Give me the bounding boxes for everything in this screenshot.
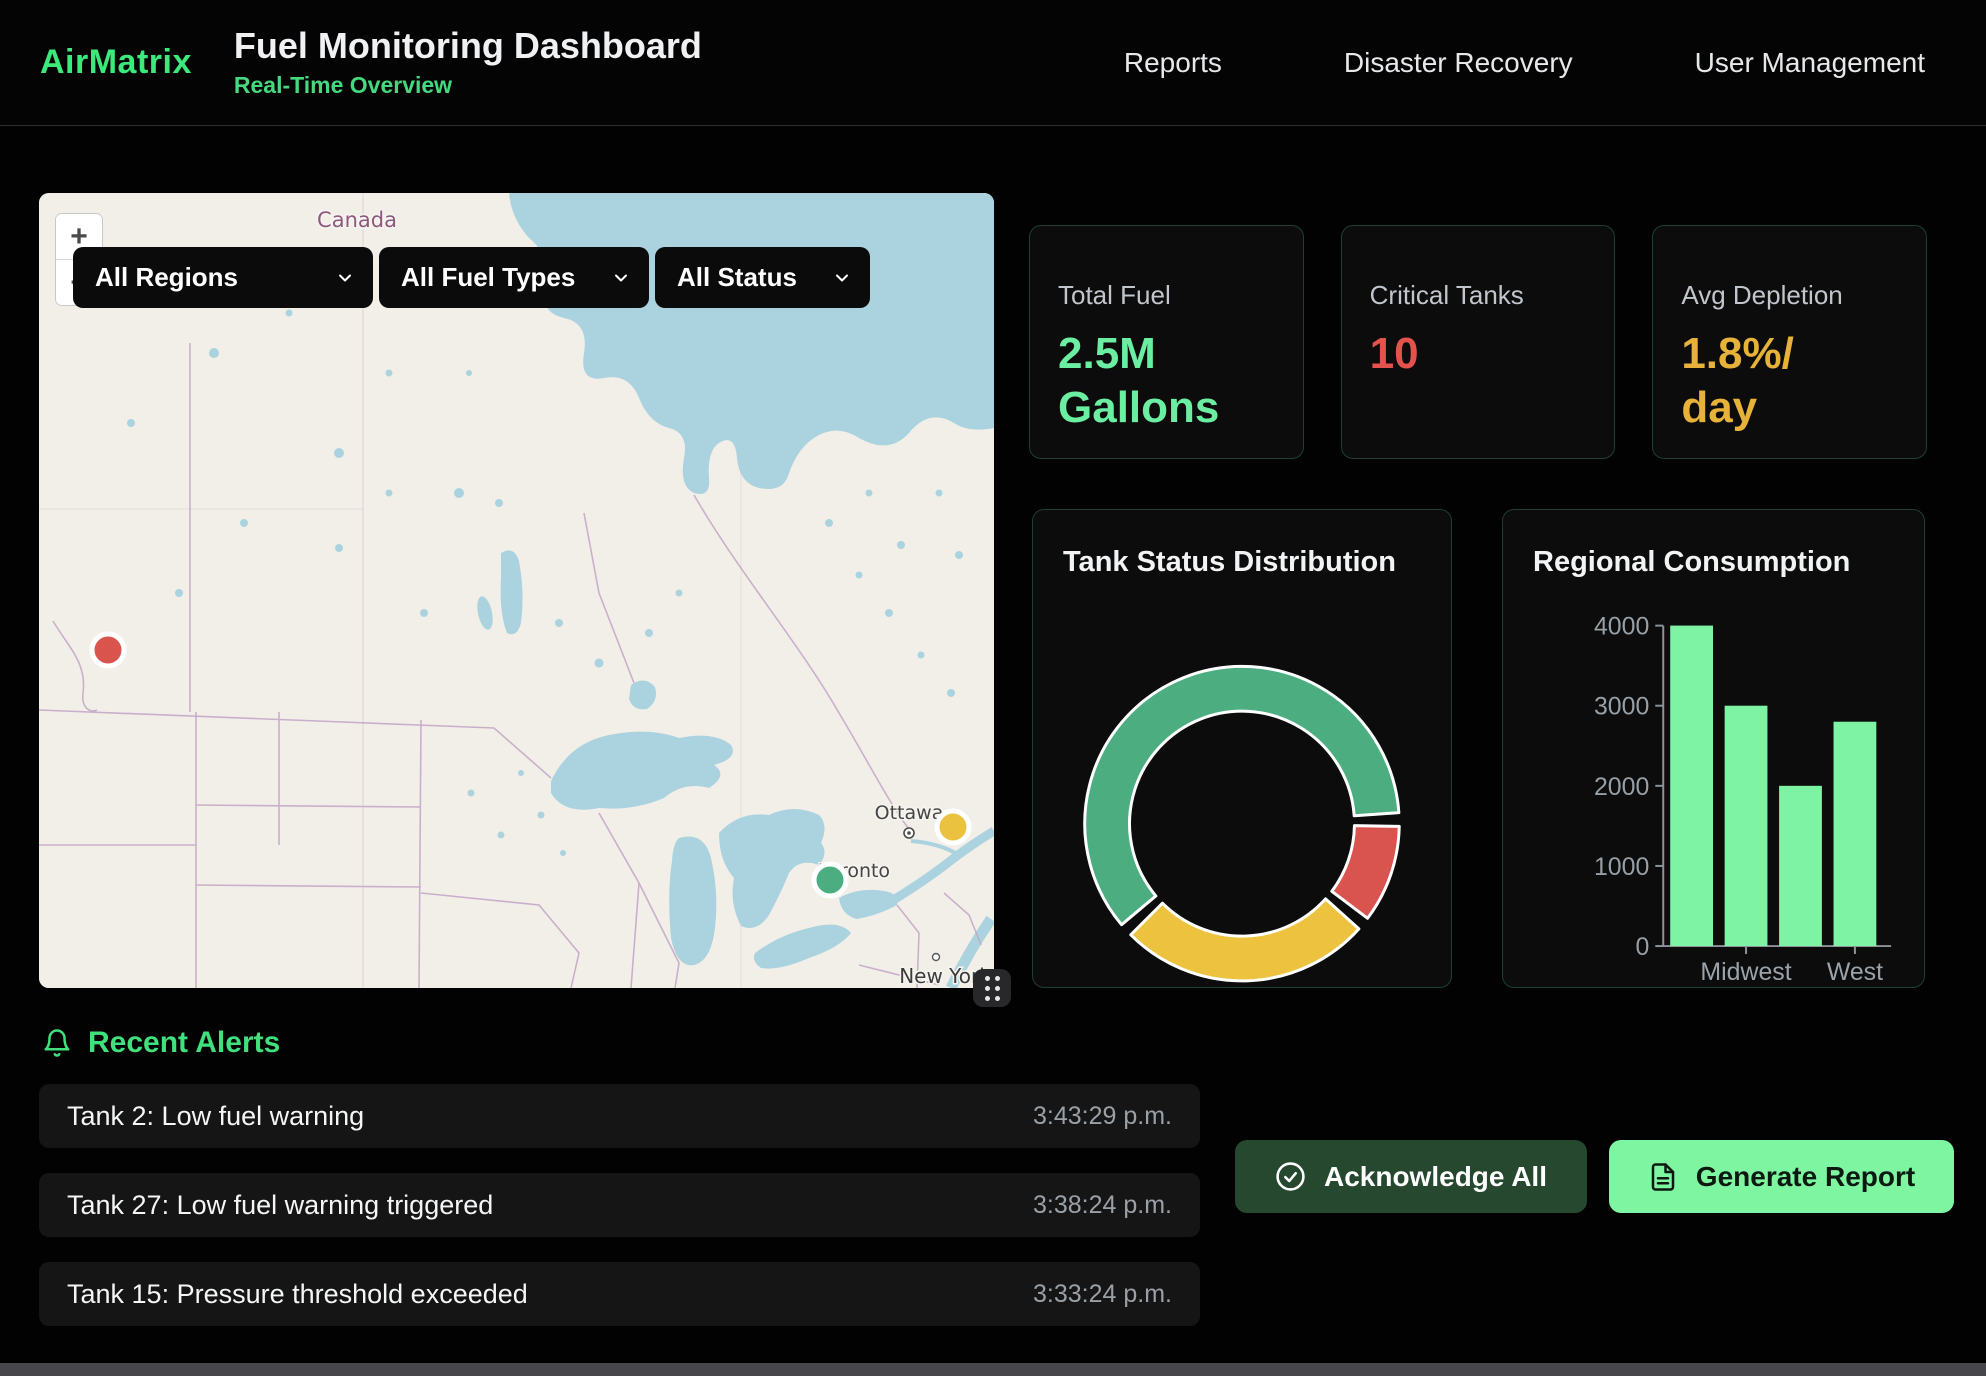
tank-marker-critical[interactable]	[92, 634, 124, 666]
tank-status-panel: Tank Status Distribution	[1032, 509, 1452, 988]
stat-label: Avg Depletion	[1681, 280, 1898, 311]
resize-grip-icon[interactable]	[973, 969, 1011, 1007]
bell-icon	[42, 1028, 72, 1058]
document-icon	[1648, 1162, 1678, 1192]
stat-value: 1.8%/ day	[1681, 327, 1898, 434]
regional-consumption-bar-chart: 0 1000 2000 3000 4000 Midwest West	[1503, 510, 1924, 987]
horizontal-scrollbar[interactable]	[0, 1363, 1986, 1376]
nav-item-reports[interactable]: Reports	[1124, 47, 1222, 79]
map-filters: All Regions All Fuel Types All Status	[73, 247, 870, 308]
header: AirMatrix Fuel Monitoring Dashboard Real…	[0, 0, 1986, 126]
alert-message: Tank 2: Low fuel warning	[67, 1101, 364, 1132]
stat-card-avg-depletion: Avg Depletion 1.8%/ day	[1652, 225, 1927, 459]
donut-segment-warning	[1131, 899, 1359, 981]
y-tick-label: 1000	[1594, 853, 1649, 881]
page-title: Fuel Monitoring Dashboard	[234, 26, 702, 66]
x-tick-label: Midwest	[1700, 958, 1791, 986]
x-tick-label: West	[1827, 958, 1883, 986]
alert-time: 3:43:29 p.m.	[1033, 1102, 1172, 1131]
chevron-down-icon	[611, 268, 631, 288]
tank-marker-normal[interactable]	[814, 864, 846, 896]
alert-row[interactable]: Tank 15: Pressure threshold exceeded 3:33…	[39, 1262, 1200, 1326]
alert-time: 3:38:24 p.m.	[1033, 1191, 1172, 1220]
tank-status-donut-chart	[1033, 510, 1451, 987]
map-label-canada: Canada	[317, 208, 397, 232]
stat-card-total-fuel: Total Fuel 2.5M Gallons	[1029, 225, 1304, 459]
y-tick-label: 4000	[1594, 613, 1649, 641]
title-block: Fuel Monitoring Dashboard Real-Time Over…	[234, 26, 702, 99]
tank-marker-warning[interactable]	[937, 811, 969, 843]
alert-message: Tank 27: Low fuel warning triggered	[67, 1190, 493, 1221]
y-tick-label: 2000	[1594, 773, 1649, 801]
generate-report-label: Generate Report	[1696, 1161, 1915, 1193]
alert-row[interactable]: Tank 2: Low fuel warning 3:43:29 p.m.	[39, 1084, 1200, 1148]
stat-card-critical-tanks: Critical Tanks 10	[1341, 225, 1616, 459]
bar-1	[1725, 706, 1768, 946]
main-nav: Reports Disaster Recovery User Management	[1124, 47, 1925, 79]
fuel-monitoring-dashboard: AirMatrix Fuel Monitoring Dashboard Real…	[0, 0, 1986, 1376]
brand-logo: AirMatrix	[40, 43, 192, 82]
bar-0	[1670, 626, 1713, 946]
stat-label: Critical Tanks	[1370, 280, 1587, 311]
alerts-title: Recent Alerts	[88, 1026, 280, 1060]
alert-message: Tank 15: Pressure threshold exceeded	[67, 1279, 528, 1310]
y-tick-label: 0	[1635, 933, 1649, 961]
stat-cards: Total Fuel 2.5M Gallons Critical Tanks 10 Av…	[1029, 225, 1927, 459]
alert-list: Tank 2: Low fuel warning3:43:29 p.m.Tank…	[39, 1084, 1200, 1326]
alerts-header: Recent Alerts	[42, 1026, 280, 1060]
filter-all-regions[interactable]: All Regions	[73, 247, 373, 308]
check-circle-icon	[1275, 1161, 1306, 1192]
generate-report-button[interactable]: Generate Report	[1609, 1140, 1954, 1213]
bar-3	[1834, 722, 1877, 946]
regional-consumption-panel: Regional Consumption 0 1000 2000 3000 4000 Mi…	[1502, 509, 1925, 988]
stat-value: 2.5M Gallons	[1058, 327, 1275, 434]
filter-value: All Fuel Types	[401, 262, 575, 293]
nav-item-user-management[interactable]: User Management	[1695, 47, 1925, 79]
stat-label: Total Fuel	[1058, 280, 1275, 311]
map-art: Canada Ottawa Toronto New York	[39, 193, 994, 988]
donut-chart-title: Tank Status Distribution	[1063, 546, 1396, 579]
y-tick-label: 3000	[1594, 693, 1649, 721]
chevron-down-icon	[335, 268, 355, 288]
bar-chart-title: Regional Consumption	[1533, 546, 1850, 579]
charts-row: Tank Status Distribution Regional Consum…	[1032, 509, 1925, 988]
filter-value: All Status	[677, 262, 797, 293]
alert-row[interactable]: Tank 27: Low fuel warning triggered 3:38:…	[39, 1173, 1200, 1237]
filter-all-fuel-types[interactable]: All Fuel Types	[379, 247, 649, 308]
bar-2	[1779, 786, 1822, 946]
stat-value: 10	[1370, 327, 1587, 381]
acknowledge-all-button[interactable]: Acknowledge All	[1235, 1140, 1587, 1213]
alert-time: 3:33:24 p.m.	[1033, 1280, 1172, 1309]
donut-segment-critical	[1332, 826, 1399, 919]
chevron-down-icon	[832, 268, 852, 288]
acknowledge-all-label: Acknowledge All	[1324, 1161, 1547, 1193]
filter-all-status[interactable]: All Status	[655, 247, 870, 308]
filter-value: All Regions	[95, 262, 238, 293]
map-canvas[interactable]: Canada Ottawa Toronto New York + − All R…	[39, 193, 994, 988]
page-subtitle: Real-Time Overview	[234, 72, 702, 99]
map-label-ottawa: Ottawa	[875, 802, 944, 824]
nav-item-disaster-recovery[interactable]: Disaster Recovery	[1344, 47, 1573, 79]
